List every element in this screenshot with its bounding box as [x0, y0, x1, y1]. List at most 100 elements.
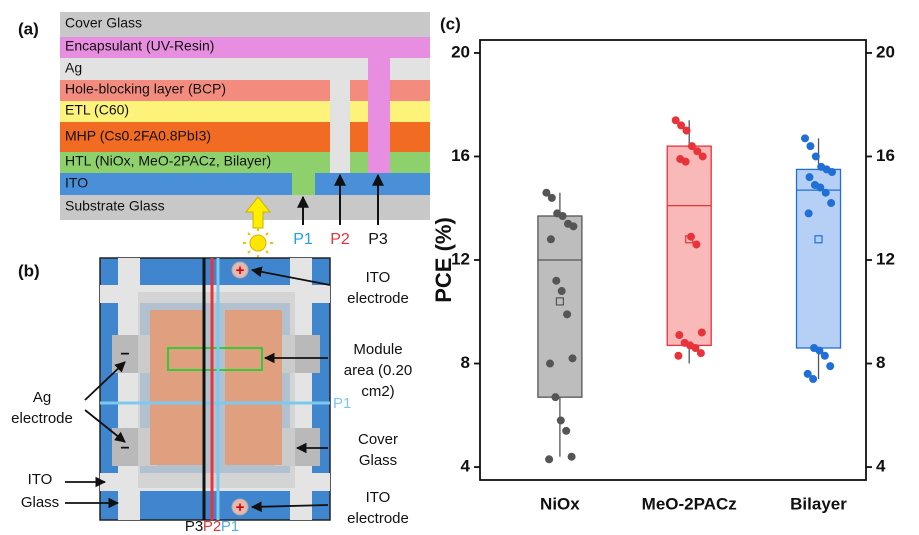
label: P3: [368, 231, 388, 248]
label: 12: [876, 249, 895, 268]
label: −: [120, 440, 129, 457]
data-point: [693, 147, 702, 156]
label: 20: [451, 42, 470, 61]
data-point: [547, 193, 556, 202]
sun: [249, 234, 267, 252]
data-point: [567, 452, 576, 461]
data-point: [546, 359, 555, 368]
panel-a: [60, 12, 430, 258]
panel-b: [65, 257, 331, 521]
scribe-p1: [292, 173, 315, 195]
label: Encapsulant (UV-Resin): [65, 38, 214, 54]
data-point: [697, 328, 706, 337]
label: area (0.20: [344, 362, 412, 379]
label: (b): [18, 261, 40, 280]
data-point: [821, 188, 830, 197]
data-point: [691, 344, 700, 352]
label: Substrate Glass: [65, 198, 165, 214]
label: 12: [451, 249, 470, 268]
data-point: [556, 416, 565, 425]
box: [537, 215, 583, 398]
cell: [150, 310, 205, 465]
scribe-p3: [368, 37, 390, 173]
data-point: [811, 152, 820, 161]
label: ITO: [366, 269, 391, 286]
data-point: [827, 199, 836, 208]
label: P2: [203, 518, 221, 535]
data-point: [803, 369, 812, 378]
mean: [814, 235, 823, 244]
data-point: [546, 235, 555, 244]
label: electrode: [347, 290, 409, 307]
data-point: [806, 142, 815, 151]
data-point: [692, 240, 701, 249]
module-area: [167, 347, 263, 371]
data-point: [816, 183, 825, 192]
box: [666, 145, 712, 347]
label: Ag: [65, 60, 82, 76]
box: [795, 168, 842, 349]
data-point: [681, 157, 690, 166]
label: Cover Glass: [65, 15, 142, 31]
data-point: [687, 142, 696, 151]
data-point: [545, 455, 554, 464]
label: electrode: [347, 510, 409, 527]
label: P1: [293, 231, 313, 248]
layer: [60, 58, 430, 80]
label: 20: [876, 42, 895, 61]
data-point: [675, 331, 684, 340]
label: Glass: [21, 494, 59, 511]
label: ITO: [28, 471, 53, 488]
data-point: [828, 168, 837, 176]
data-point: [698, 152, 707, 161]
label: 4: [461, 457, 471, 476]
data-point: [677, 121, 686, 130]
label: 4: [876, 457, 886, 476]
terminal: [231, 261, 249, 279]
data-point: [682, 126, 691, 135]
data-point: [674, 351, 683, 360]
data-point: [696, 349, 705, 358]
data-point: [671, 116, 680, 125]
label: PCE (%): [431, 217, 456, 303]
label: Glass: [359, 452, 397, 469]
label: MeO-2PACz: [642, 494, 737, 513]
label: Hole-blocking layer (BCP): [65, 81, 226, 97]
data-point: [568, 354, 577, 363]
data-point: [563, 310, 572, 319]
label: MHP (Cs0.2FA0.8PbI3): [65, 128, 211, 144]
data-point: [801, 134, 810, 143]
label: +: [236, 262, 245, 279]
data-point: [569, 222, 578, 231]
data-point: [542, 188, 551, 197]
layer: [60, 173, 430, 195]
label: (a): [18, 19, 39, 38]
data-point: [562, 426, 571, 435]
callouts: [65, 266, 331, 513]
label: Module: [353, 341, 402, 358]
label: cm2): [361, 383, 394, 400]
label: HTL (NiOx, MeO-2PACz, Bilayer): [65, 153, 271, 169]
label: −: [120, 346, 129, 363]
label: 8: [461, 353, 470, 372]
layer: [60, 37, 430, 58]
label: P1: [221, 518, 239, 535]
sun-rays: [243, 228, 273, 258]
data-point: [809, 375, 818, 384]
label: 16: [451, 146, 470, 165]
label: P3: [185, 518, 203, 535]
scribe-p2: [330, 80, 350, 173]
label: ITO: [65, 175, 88, 191]
mean: [555, 297, 565, 306]
data-point: [820, 351, 829, 360]
label: ITO: [366, 489, 391, 506]
label: Bilayer: [790, 494, 847, 513]
label: electrode: [11, 410, 73, 427]
data-point: [805, 173, 814, 182]
cell: [225, 310, 282, 465]
data-point: [815, 346, 824, 355]
label: NiOx: [540, 494, 580, 513]
light-arrow: [244, 196, 272, 229]
label: P1: [333, 395, 351, 412]
